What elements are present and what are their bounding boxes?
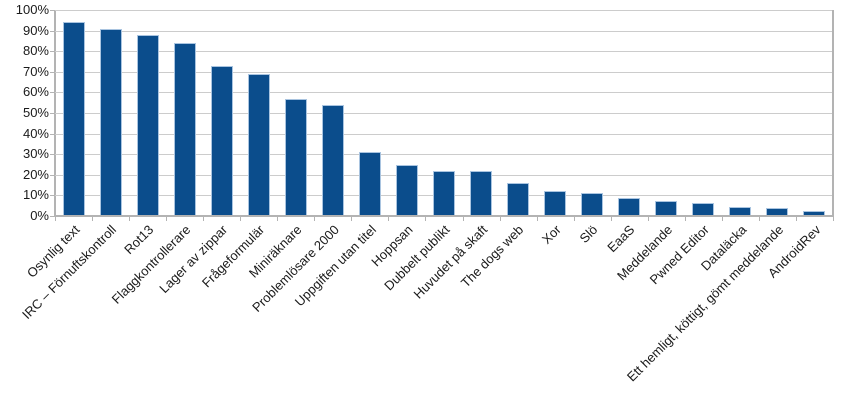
bar [581, 193, 604, 216]
x-axis-tick [647, 216, 649, 221]
x-axis-tick [462, 216, 464, 221]
x-axis-tick [92, 216, 94, 221]
gridline [55, 92, 833, 94]
x-axis-tick [129, 216, 131, 221]
gridline [55, 113, 833, 114]
y-axis-label: 0% [30, 208, 49, 223]
y-axis-label: 100% [15, 2, 49, 17]
y-axis-label: 90% [22, 22, 49, 38]
y-axis-tick [50, 30, 55, 32]
bar [729, 206, 752, 216]
x-axis-tick [573, 216, 575, 221]
plot-border-right [832, 10, 834, 216]
gridline [55, 51, 833, 53]
bar [433, 170, 455, 216]
bar [173, 42, 196, 216]
y-axis-tick [50, 51, 55, 53]
x-axis-tick [277, 216, 279, 221]
bar [766, 207, 789, 216]
gridline [55, 71, 833, 73]
bar [99, 28, 122, 216]
x-axis-tick [536, 216, 538, 221]
y-axis-tick [50, 113, 55, 114]
bar [136, 34, 159, 216]
bar [692, 202, 715, 216]
x-axis-tick [203, 216, 205, 221]
bar [470, 170, 493, 216]
y-axis-tick [50, 92, 55, 94]
x-axis-label: EaaS [604, 222, 638, 256]
x-axis-label: Slö [576, 222, 601, 246]
y-axis-label: 10% [22, 187, 49, 203]
bar [321, 104, 344, 216]
x-axis-line [54, 215, 833, 217]
y-axis-tick [50, 10, 55, 11]
gridline [55, 30, 833, 32]
y-axis-tick [50, 174, 55, 176]
x-axis-tick [610, 216, 612, 221]
x-axis-tick [166, 216, 168, 221]
x-axis-tick [721, 216, 723, 221]
y-axis-tick [50, 216, 55, 217]
x-axis-tick [55, 216, 56, 221]
y-axis-tick [50, 133, 55, 135]
y-axis-label: 50% [22, 105, 49, 120]
x-axis-tick [499, 216, 501, 221]
gridline [55, 154, 833, 156]
gridline [55, 10, 833, 11]
x-axis-tick [795, 216, 797, 221]
y-axis-label: 40% [22, 125, 49, 141]
y-axis-label: 20% [22, 166, 49, 182]
y-axis-label: 80% [22, 43, 49, 59]
y-axis-tick [50, 71, 55, 73]
bar [247, 73, 270, 216]
bar [803, 210, 826, 216]
bar [618, 198, 641, 216]
gridline [55, 133, 833, 135]
bar [358, 152, 381, 216]
x-axis-label: Xor [538, 222, 564, 247]
bar [507, 183, 530, 216]
bar [284, 98, 307, 216]
bar [210, 65, 233, 216]
bar [62, 22, 85, 216]
y-axis-tick [50, 195, 55, 197]
bar [655, 200, 678, 216]
x-axis-tick [684, 216, 686, 221]
y-axis-tick [50, 154, 55, 156]
x-axis-tick [240, 216, 242, 221]
x-axis-tick [388, 216, 390, 221]
bar [395, 164, 418, 216]
bar [544, 191, 567, 216]
x-axis-tick [314, 216, 316, 221]
y-axis-label: 30% [22, 146, 49, 162]
x-axis-tick [833, 216, 834, 221]
y-axis-label: 60% [22, 84, 49, 100]
x-axis-tick [351, 216, 353, 221]
y-axis-label: 70% [22, 63, 49, 79]
x-axis-tick [758, 216, 760, 221]
x-axis-tick [425, 216, 427, 221]
